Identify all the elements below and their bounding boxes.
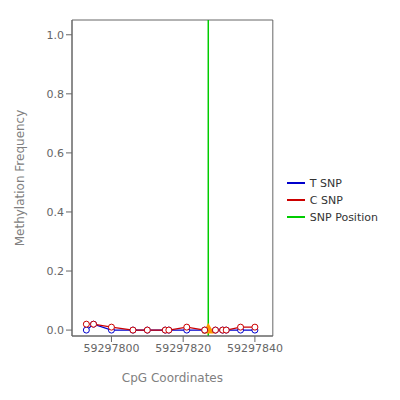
svg-text:0.8: 0.8 bbox=[47, 88, 65, 101]
svg-text:0.4: 0.4 bbox=[47, 206, 65, 219]
svg-text:0.0: 0.0 bbox=[47, 324, 65, 337]
svg-text:59297800: 59297800 bbox=[83, 342, 139, 355]
svg-text:0.2: 0.2 bbox=[47, 265, 65, 278]
html-text:C SNP: C SNP bbox=[309, 193, 343, 207]
svg-text:1.0: 1.0 bbox=[47, 29, 65, 42]
svg-text:59297820: 59297820 bbox=[155, 342, 211, 355]
svg-text:CpG Coordinates: CpG Coordinates bbox=[122, 371, 223, 385]
html-text:T SNP: T SNP bbox=[309, 176, 342, 190]
html-text:SNP Position: SNP Position bbox=[309, 210, 378, 224]
svg-text:59297840: 59297840 bbox=[227, 342, 283, 355]
svg-text:0.6: 0.6 bbox=[47, 147, 65, 160]
svg-text:Methylation Frequency: Methylation Frequency bbox=[13, 110, 27, 247]
